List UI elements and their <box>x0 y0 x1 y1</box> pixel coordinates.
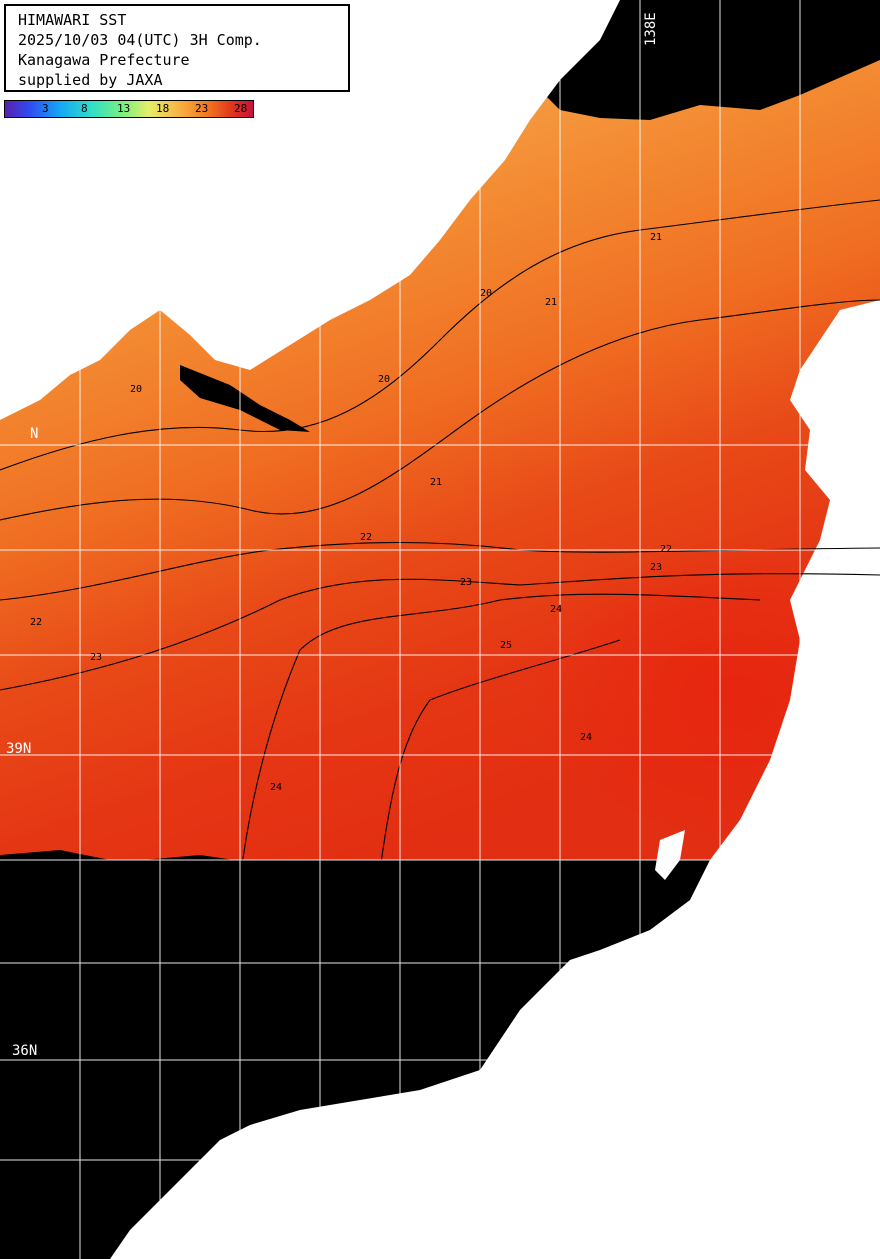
contour-label: 22 <box>360 532 372 543</box>
contour-labels: 20 20 20 21 21 21 22 22 22 23 23 23 24 2… <box>30 232 672 793</box>
contour-label: 21 <box>650 232 662 243</box>
contour-label: 24 <box>550 604 562 615</box>
lon-label-138e: 138E <box>643 12 659 46</box>
lat-label-top: N <box>30 426 39 442</box>
contour-label: 25 <box>500 640 512 651</box>
isotherm-21 <box>0 299 880 521</box>
title-line-date: 2025/10/03 04(UTC) 3H Comp. <box>18 31 262 49</box>
isotherms <box>0 199 880 881</box>
contour-label: 24 <box>580 732 592 743</box>
contour-label: 20 <box>378 374 390 385</box>
title-line-product: HIMAWARI SST <box>18 11 127 29</box>
title-box: HIMAWARI SST 2025/10/03 04(UTC) 3H Comp.… <box>4 4 350 92</box>
contour-label: 22 <box>30 617 42 628</box>
isotherm-22 <box>0 541 880 601</box>
land-island <box>655 830 685 880</box>
title-line-region: Kanagawa Prefecture <box>18 51 190 69</box>
isotherm-24 <box>239 593 761 881</box>
nodata-northeast <box>545 0 880 120</box>
colorbar-tick: 3 <box>42 102 49 115</box>
contour-label: 20 <box>480 288 492 299</box>
colorbar-tick: 13 <box>117 102 131 115</box>
contour-label: 21 <box>545 297 557 308</box>
isotherm-23 <box>0 573 880 691</box>
contour-label: 22 <box>660 544 672 555</box>
land-east-coast <box>110 300 880 1259</box>
nodata-south-edge <box>0 850 880 905</box>
contour-label: 23 <box>460 577 472 588</box>
contour-label: 24 <box>270 782 282 793</box>
contour-label: 21 <box>430 477 442 488</box>
lat-label-36n: 36N <box>12 1043 38 1059</box>
lat-label-39n: 39N <box>6 741 32 757</box>
colorbar: 3 8 13 18 23 28 <box>4 100 254 118</box>
title-line-credit: supplied by JAXA <box>18 71 163 89</box>
colorbar-tick: 23 <box>195 102 209 115</box>
nodata-peninsula <box>180 365 310 432</box>
contour-label: 23 <box>90 652 102 663</box>
colorbar-tick: 8 <box>81 102 88 115</box>
colorbar-tick: 18 <box>156 102 170 115</box>
contour-label: 20 <box>130 384 142 395</box>
colorbar-tick: 28 <box>234 102 248 115</box>
isotherm-24b <box>379 639 621 871</box>
isotherm-20 <box>0 199 880 471</box>
land-noto <box>850 300 880 490</box>
contour-label: 23 <box>650 562 662 573</box>
